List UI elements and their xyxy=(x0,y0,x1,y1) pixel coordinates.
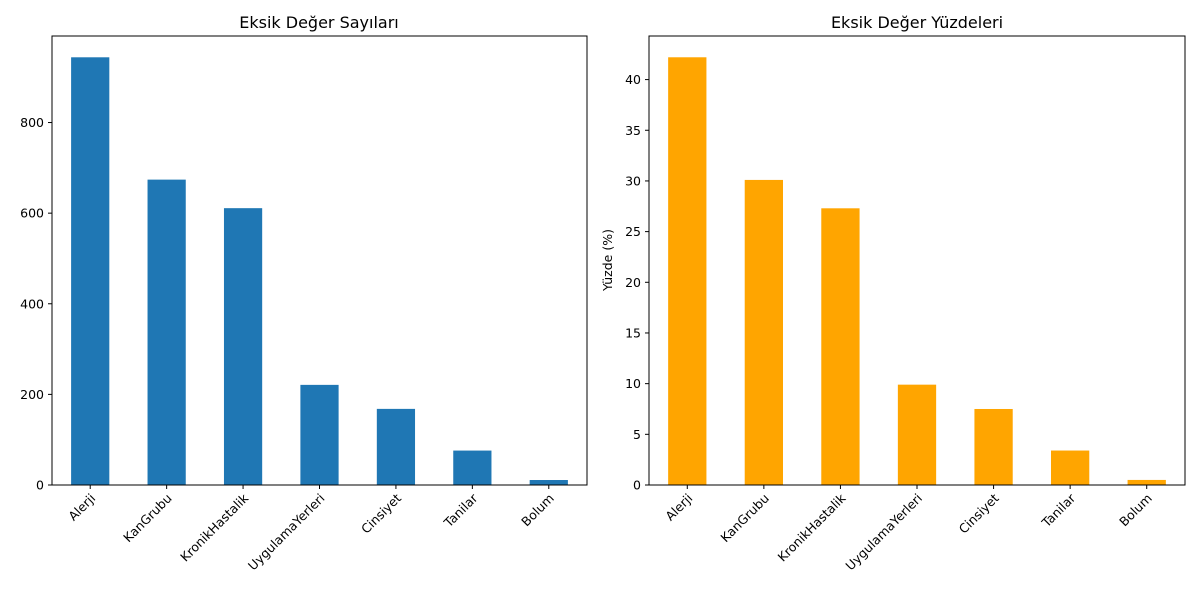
bar-KanGrubu xyxy=(744,179,783,485)
bar-Cinsiyet xyxy=(974,408,1013,485)
y-tick-label: 400 xyxy=(20,296,44,311)
x-tick-label: KronikHastalik xyxy=(775,490,850,565)
bar-Alerji xyxy=(71,57,110,486)
x-tick-label: UygulamaYerleri xyxy=(245,491,328,574)
plot-frame xyxy=(51,35,588,486)
y-tick-label: 800 xyxy=(20,115,44,130)
bar-UygulamaYerleri xyxy=(897,384,937,485)
missing-percent-chart: Eksik Değer Yüzdeleri Yüzde (%) 0 5 10 15 20… xyxy=(600,13,1186,573)
x-tick-label: Alerji xyxy=(662,491,695,524)
chart-title: Eksik Değer Sayıları xyxy=(239,13,398,32)
chart-title: Eksik Değer Yüzdeleri xyxy=(831,13,1003,32)
y-tick-label: 40 xyxy=(625,72,641,87)
y-tick-label: 200 xyxy=(20,387,44,402)
bar-KronikHastalik xyxy=(821,208,860,485)
x-tick-label: Cinsiyet xyxy=(358,490,404,536)
y-axis-ticks: 0 5 10 15 20 25 30 35 40 xyxy=(625,72,649,493)
bar-UygulamaYerleri xyxy=(300,384,339,485)
x-axis-ticks: Alerji KanGrubu KronikHastalikUygulamaYerl… xyxy=(662,485,1155,573)
y-tick-label: 30 xyxy=(625,173,641,188)
y-axis-label: Yüzde (%) xyxy=(600,229,615,292)
y-axis-ticks: 0 200 400 600 800 xyxy=(20,115,52,493)
bar-Tanilar xyxy=(1051,450,1090,485)
bar-Alerji xyxy=(668,57,707,485)
bar-Cinsiyet xyxy=(376,408,416,485)
x-axis-ticks: Alerji KanGrubu KronikHastalikUygulamaYerl… xyxy=(65,485,557,573)
x-tick-label: Alerji xyxy=(65,491,98,524)
bars xyxy=(71,57,568,486)
x-tick-label: Tanilar xyxy=(1038,490,1079,531)
x-tick-label: KronikHastalik xyxy=(177,490,252,565)
y-tick-label: 600 xyxy=(20,206,44,221)
y-tick-label: 35 xyxy=(625,123,641,138)
y-tick-label: 5 xyxy=(633,427,641,442)
y-tick-label: 25 xyxy=(625,224,641,239)
bar-Tanilar xyxy=(453,450,492,485)
plot-frame xyxy=(648,35,1186,486)
bars xyxy=(668,57,1166,485)
bar-Bolum xyxy=(529,480,568,485)
x-tick-label: KanGrubu xyxy=(120,491,175,546)
y-tick-label: 10 xyxy=(625,376,641,391)
x-tick-label: Bolum xyxy=(518,491,557,530)
y-tick-label: 0 xyxy=(36,478,44,493)
x-tick-label: UygulamaYerleri xyxy=(842,491,925,574)
x-tick-label: KanGrubu xyxy=(717,491,772,546)
bar-Bolum xyxy=(1127,479,1166,485)
missing-counts-chart: Eksik Değer Sayıları 0 200 400 600 800 Alerj… xyxy=(20,13,588,573)
x-tick-label: Cinsiyet xyxy=(956,490,1002,536)
bar-KronikHastalik xyxy=(223,208,263,485)
bar-KanGrubu xyxy=(147,179,186,486)
x-tick-label: Bolum xyxy=(1116,491,1155,530)
x-tick-label: Tanilar xyxy=(440,490,481,531)
y-tick-label: 15 xyxy=(625,325,641,340)
y-tick-label: 20 xyxy=(625,275,641,290)
y-tick-label: 0 xyxy=(633,478,641,493)
